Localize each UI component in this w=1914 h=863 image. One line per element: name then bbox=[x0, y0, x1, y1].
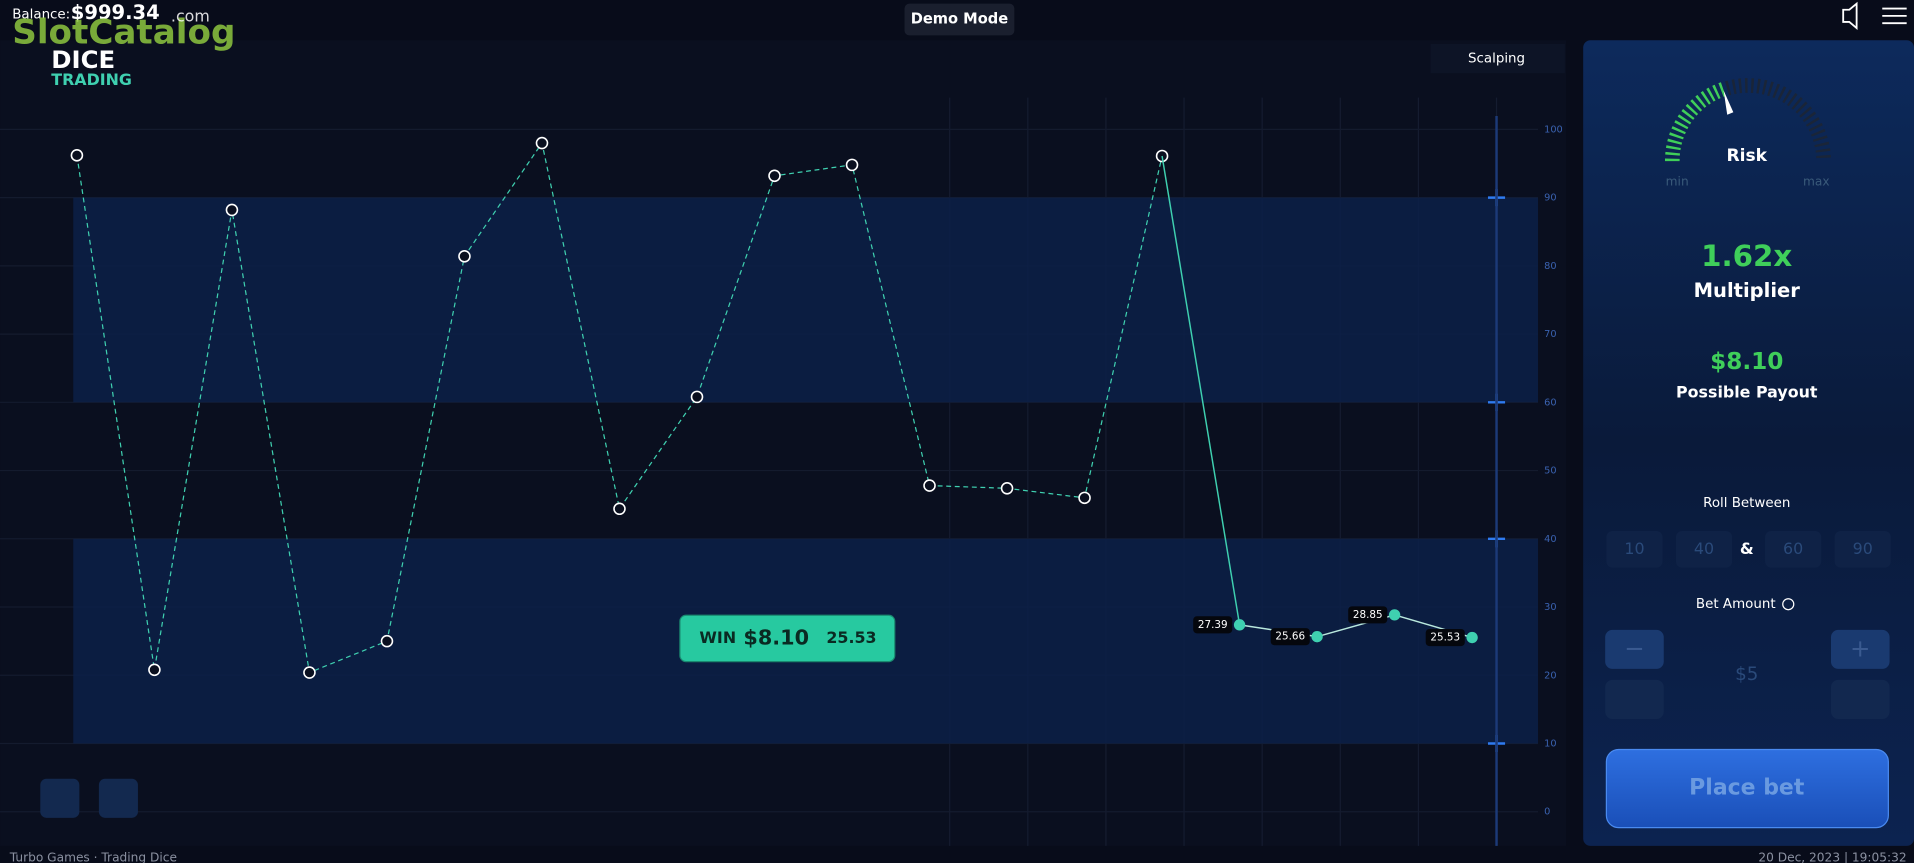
risk-max: max bbox=[1803, 174, 1830, 188]
y-tick-label: 50 bbox=[1544, 466, 1556, 477]
roll-joiner: & bbox=[1740, 539, 1754, 558]
roll-value: 90 bbox=[1853, 539, 1873, 558]
y-tick-label: 90 bbox=[1544, 193, 1556, 204]
point bbox=[613, 502, 626, 516]
minus-button[interactable] bbox=[1605, 629, 1664, 669]
roll-input bbox=[1765, 530, 1822, 568]
point bbox=[303, 666, 316, 679]
double-button[interactable] bbox=[1830, 679, 1890, 719]
bet-amount: $5 bbox=[1735, 664, 1758, 685]
win-badge bbox=[679, 614, 896, 663]
payout-label: Possible Payout bbox=[1676, 383, 1818, 402]
point bbox=[70, 149, 84, 162]
demo-mode: Demo Mode bbox=[911, 11, 1009, 28]
payout-value: $8.10 bbox=[1710, 348, 1783, 375]
data-label-bg bbox=[1193, 616, 1233, 634]
y-tick-label: 10 bbox=[1544, 738, 1556, 749]
dice-button[interactable] bbox=[98, 778, 138, 818]
y-tick-label: 30 bbox=[1544, 602, 1556, 613]
data-label: 28.85 bbox=[1353, 609, 1383, 621]
win-amount: $8.10 bbox=[743, 625, 809, 649]
point bbox=[225, 203, 239, 217]
plus-button[interactable] bbox=[1830, 629, 1890, 669]
y-tick-label: 20 bbox=[1544, 670, 1556, 681]
data-label-bg bbox=[1425, 628, 1465, 647]
game-logo-trading: TRADING bbox=[51, 70, 132, 89]
point bbox=[923, 479, 936, 492]
roll-value: 40 bbox=[1694, 539, 1714, 558]
point bbox=[690, 390, 704, 404]
minus: − bbox=[1624, 633, 1644, 662]
win-roll: 25.53 bbox=[826, 628, 876, 647]
risk-gauge bbox=[1664, 78, 1831, 162]
demo-badge bbox=[904, 3, 1015, 36]
point bbox=[380, 634, 394, 648]
balance-label: Balance: bbox=[12, 8, 70, 23]
point bbox=[1078, 491, 1091, 505]
y-tick-label: 100 bbox=[1544, 124, 1563, 135]
settings-icon[interactable] bbox=[1882, 7, 1907, 25]
y-tick-label: 80 bbox=[1544, 261, 1556, 272]
roll-between-label: Roll Between bbox=[1703, 496, 1790, 511]
place-bet-button[interactable] bbox=[1605, 748, 1889, 829]
footer-left: Turbo Games · Trading Dice bbox=[9, 851, 177, 863]
point bbox=[458, 250, 471, 263]
bet-amount-label: Bet Amount bbox=[1696, 597, 1776, 612]
risk-label: Risk bbox=[1726, 146, 1767, 166]
point bbox=[1388, 609, 1401, 621]
mode-tab[interactable] bbox=[1430, 43, 1565, 74]
history-button[interactable] bbox=[40, 778, 80, 818]
watermark-tld: .com bbox=[171, 7, 210, 26]
y-tick-label: 40 bbox=[1544, 534, 1556, 545]
data-label: 25.66 bbox=[1275, 631, 1305, 643]
footer-right: 20 Dec, 2023 | 19:05:32 bbox=[1758, 851, 1906, 863]
place-bet: Place bet bbox=[1689, 776, 1804, 801]
point bbox=[148, 663, 161, 677]
plot: 27.39 25.66 28.85 25.53 bbox=[70, 136, 1478, 679]
watermark-brand: SlotCatalog bbox=[12, 13, 235, 53]
y-tick-label: 0 bbox=[1544, 807, 1550, 818]
roll-input bbox=[1675, 530, 1733, 568]
plus: + bbox=[1850, 633, 1870, 662]
roll-input bbox=[1606, 530, 1663, 568]
data-label: 25.53 bbox=[1430, 632, 1460, 644]
point bbox=[1233, 619, 1246, 631]
roll-input bbox=[1834, 530, 1891, 568]
risk-min: min bbox=[1666, 174, 1689, 188]
connector bbox=[1161, 155, 1241, 625]
point bbox=[535, 136, 549, 150]
game-logo-dice: DICE bbox=[51, 45, 115, 74]
series-line bbox=[76, 141, 1163, 674]
point bbox=[1311, 630, 1323, 643]
point bbox=[768, 169, 781, 183]
roll-inputs: 10 40 60 90 bbox=[1606, 530, 1891, 568]
point bbox=[1000, 482, 1014, 495]
roll-band bbox=[73, 197, 1539, 403]
balance: $999.34 bbox=[71, 1, 160, 24]
sound-icon[interactable] bbox=[1842, 1, 1858, 31]
multiplier-value: 1.62x bbox=[1701, 239, 1792, 273]
half-button[interactable] bbox=[1605, 679, 1664, 719]
mode: Scalping bbox=[1468, 52, 1525, 67]
roll-value: 10 bbox=[1624, 539, 1644, 558]
roll-value: 60 bbox=[1783, 539, 1803, 558]
y-tick-label: 70 bbox=[1544, 329, 1556, 340]
point bbox=[1466, 631, 1478, 644]
data-label-bg bbox=[1270, 628, 1310, 646]
win-label: WIN bbox=[699, 628, 736, 647]
data-label: 27.39 bbox=[1198, 619, 1228, 631]
multiplier-label: Multiplier bbox=[1694, 279, 1801, 302]
info-icon[interactable] bbox=[1782, 598, 1795, 611]
point bbox=[845, 158, 859, 172]
data-label-bg bbox=[1348, 606, 1388, 624]
y-tick-label: 60 bbox=[1544, 397, 1556, 408]
